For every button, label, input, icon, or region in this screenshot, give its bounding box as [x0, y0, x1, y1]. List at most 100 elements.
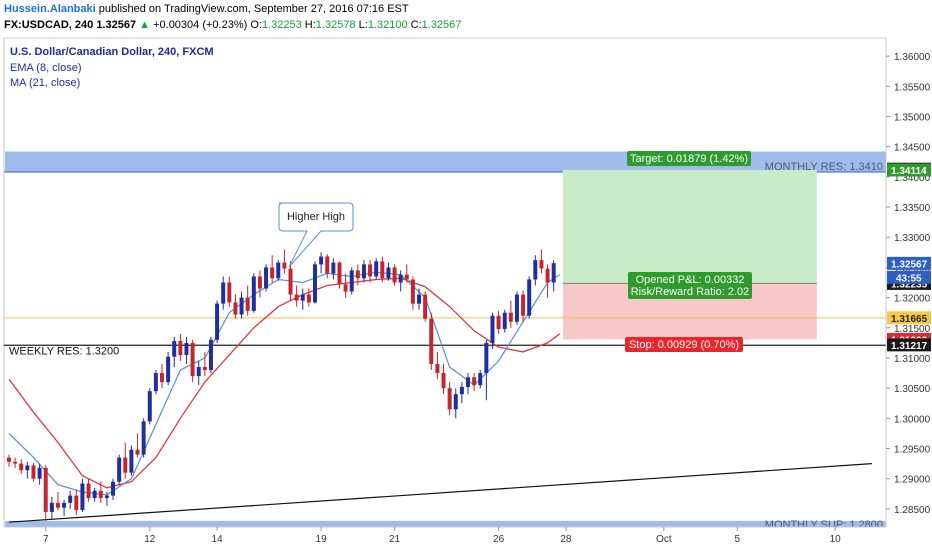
- candle[interactable]: [178, 341, 183, 355]
- ma-legend[interactable]: MA (21, close): [10, 77, 81, 89]
- candle[interactable]: [527, 279, 532, 316]
- candle[interactable]: [123, 457, 128, 473]
- candle[interactable]: [245, 297, 250, 311]
- candle[interactable]: [251, 276, 256, 311]
- candle[interactable]: [86, 483, 91, 499]
- candle[interactable]: [423, 294, 428, 319]
- price-tag[interactable]: [887, 163, 931, 177]
- candle[interactable]: [196, 367, 201, 377]
- candle[interactable]: [160, 373, 164, 383]
- candle[interactable]: [135, 449, 140, 455]
- candle[interactable]: [417, 294, 422, 304]
- candle[interactable]: [62, 502, 67, 508]
- candle[interactable]: [410, 279, 415, 304]
- candle[interactable]: [374, 261, 379, 277]
- candle[interactable]: [25, 465, 30, 471]
- candle[interactable]: [111, 481, 116, 496]
- candle[interactable]: [215, 303, 220, 340]
- candle[interactable]: [368, 264, 373, 277]
- candle[interactable]: [221, 282, 226, 304]
- candle[interactable]: [202, 367, 207, 371]
- candle[interactable]: [264, 267, 269, 289]
- monthly-sup-zone[interactable]: [5, 520, 886, 531]
- candle[interactable]: [386, 267, 391, 279]
- target-label[interactable]: Target: 0.01879 (1.42%): [627, 151, 751, 166]
- price-tag[interactable]: [887, 311, 931, 325]
- candle[interactable]: [49, 502, 54, 512]
- candle[interactable]: [257, 276, 262, 289]
- candle[interactable]: [521, 294, 526, 316]
- candle[interactable]: [31, 465, 36, 479]
- candle[interactable]: [172, 341, 177, 357]
- candle[interactable]: [294, 294, 299, 301]
- candle[interactable]: [453, 394, 458, 410]
- candle[interactable]: [380, 261, 385, 279]
- price-tag[interactable]: [887, 256, 931, 270]
- candle[interactable]: [533, 260, 538, 280]
- candle[interactable]: [313, 264, 317, 303]
- candle[interactable]: [147, 391, 152, 422]
- candle[interactable]: [190, 342, 195, 377]
- ema-legend[interactable]: EMA (8, close): [10, 62, 82, 74]
- candle[interactable]: [472, 377, 477, 386]
- candle[interactable]: [466, 377, 470, 387]
- candle[interactable]: [392, 267, 397, 283]
- candle[interactable]: [319, 256, 324, 265]
- candle[interactable]: [484, 342, 489, 374]
- candle[interactable]: [233, 302, 238, 315]
- candle[interactable]: [325, 256, 330, 274]
- candle[interactable]: [239, 297, 244, 315]
- price-tag[interactable]: [887, 338, 931, 352]
- candle[interactable]: [441, 373, 446, 389]
- candle[interactable]: [508, 312, 513, 322]
- candle[interactable]: [43, 467, 48, 512]
- candle[interactable]: [282, 262, 287, 269]
- candle[interactable]: [545, 268, 550, 283]
- candle[interactable]: [502, 312, 507, 329]
- candle[interactable]: [92, 490, 97, 499]
- candle[interactable]: [404, 274, 409, 280]
- candle[interactable]: [166, 356, 171, 383]
- candle[interactable]: [19, 463, 24, 471]
- candle[interactable]: [447, 388, 452, 410]
- candle[interactable]: [153, 373, 158, 392]
- candle[interactable]: [288, 268, 293, 295]
- candle[interactable]: [98, 490, 103, 499]
- author-link[interactable]: Hussein.Alanbaki: [4, 3, 96, 15]
- candle[interactable]: [361, 264, 366, 279]
- candle[interactable]: [459, 386, 464, 395]
- candle[interactable]: [514, 294, 519, 322]
- candle[interactable]: [13, 461, 18, 464]
- candle[interactable]: [184, 342, 189, 355]
- candle[interactable]: [7, 457, 11, 462]
- candle[interactable]: [398, 274, 403, 283]
- candle[interactable]: [355, 270, 360, 279]
- candle[interactable]: [496, 315, 501, 329]
- target-area[interactable]: [562, 169, 817, 284]
- candle[interactable]: [68, 495, 73, 503]
- candle[interactable]: [276, 262, 281, 279]
- candle[interactable]: [270, 267, 275, 279]
- candle[interactable]: [74, 495, 79, 511]
- candle[interactable]: [141, 421, 146, 455]
- trendline[interactable]: [8, 463, 872, 523]
- candle[interactable]: [539, 260, 544, 269]
- candle[interactable]: [300, 294, 305, 301]
- candle[interactable]: [55, 502, 60, 508]
- candle[interactable]: [337, 262, 342, 285]
- candle[interactable]: [429, 318, 434, 364]
- candle[interactable]: [104, 495, 109, 499]
- candle[interactable]: [478, 373, 483, 386]
- stop-label[interactable]: Stop: 0.00929 (0.70%): [625, 337, 743, 352]
- candle[interactable]: [80, 483, 85, 511]
- candle[interactable]: [227, 282, 232, 303]
- candle[interactable]: [117, 457, 122, 482]
- candle[interactable]: [435, 364, 440, 374]
- candle[interactable]: [129, 449, 134, 473]
- candle[interactable]: [349, 270, 354, 292]
- candle[interactable]: [331, 262, 336, 274]
- candle[interactable]: [37, 467, 42, 479]
- time-axis[interactable]: [0, 527, 886, 550]
- monthly-res-zone[interactable]: [5, 151, 886, 173]
